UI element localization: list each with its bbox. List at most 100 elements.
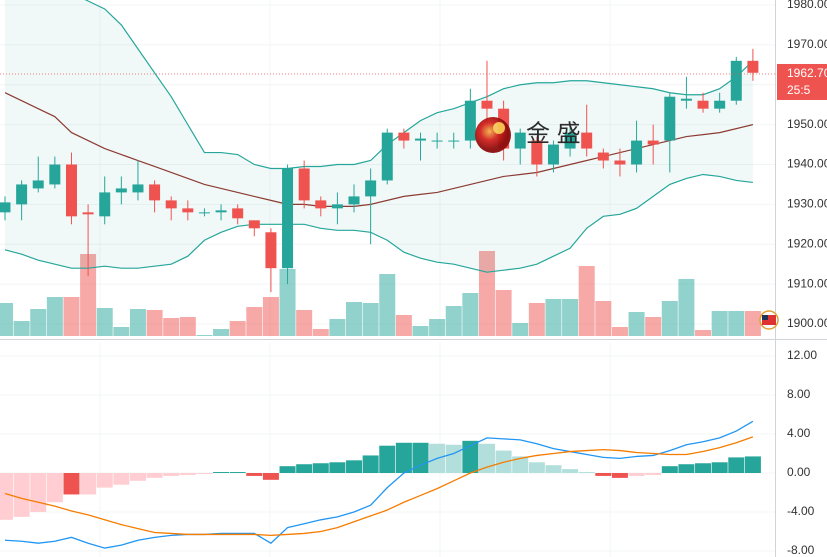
volume-bar — [229, 321, 246, 336]
band-upper — [84, 0, 754, 170]
macd-histogram-bar — [744, 456, 761, 473]
macd-histogram-bar — [146, 473, 163, 478]
candle-body — [647, 140, 659, 145]
volume-bar — [711, 311, 728, 336]
current-price-label: 1962.70 — [787, 66, 827, 80]
volume-bar — [196, 335, 213, 336]
axes: 1980.001970.001960.001950.001940.001930.… — [777, 0, 827, 557]
volume-bar — [163, 318, 180, 336]
candle-body — [165, 200, 177, 209]
macd-histogram-bar — [628, 473, 645, 476]
y-tick-label: 1930.00 — [787, 197, 827, 211]
y-tick-label: 1920.00 — [787, 236, 827, 250]
candle-body — [348, 196, 360, 205]
macd-histogram-bar — [728, 457, 745, 473]
candle-body — [664, 96, 676, 141]
macd-histogram-bar — [279, 466, 296, 473]
candle-body — [464, 100, 476, 141]
macd-histogram-bar — [46, 473, 63, 503]
volume-bar — [395, 315, 412, 336]
candle-body — [0, 202, 11, 213]
volume-bar — [495, 290, 512, 336]
candle-body — [331, 204, 343, 209]
volume-bar — [512, 323, 529, 336]
volume-bar — [279, 269, 296, 336]
macd-histogram-bar — [412, 442, 429, 473]
macd-histogram-bar — [395, 442, 412, 473]
macd-histogram-bar — [528, 462, 545, 473]
candle-body — [747, 60, 759, 73]
macd-histogram-bar — [462, 440, 479, 473]
volume-bar — [0, 303, 13, 336]
candle-body — [132, 184, 144, 193]
candle-body — [232, 208, 244, 219]
volume-bar — [445, 306, 462, 336]
macd-histogram-bar — [329, 462, 346, 473]
volume-bar — [329, 319, 346, 336]
watermark: 金 盛 — [475, 117, 581, 153]
candle-body — [614, 160, 626, 165]
macd-histogram-bar — [163, 473, 180, 476]
candle-body — [365, 180, 377, 197]
macd-histogram-bar — [213, 472, 230, 473]
volume-bar — [611, 327, 628, 336]
macd-histogram-bar — [445, 444, 462, 473]
macd-histogram-bar — [30, 473, 47, 512]
volume-bar — [695, 330, 712, 336]
price-pane — [0, 0, 775, 337]
band-fill — [5, 0, 753, 273]
macd-histogram-bar — [129, 473, 146, 481]
macd-histogram-bar — [113, 473, 130, 485]
band-middle — [4, 92, 754, 207]
volume-bar — [13, 321, 30, 336]
volume-bar — [80, 254, 97, 336]
candle-body — [597, 152, 609, 161]
candle-body — [415, 138, 426, 141]
macd-histogram-bar — [678, 464, 695, 473]
candle-body — [697, 100, 709, 109]
volume-bar — [545, 299, 562, 336]
volume-bar — [262, 297, 279, 336]
macd-histogram-bar — [196, 473, 213, 474]
macd-histogram-bar — [63, 473, 80, 495]
candle-body — [32, 180, 44, 189]
candle-body — [298, 168, 310, 201]
watermark-text: 金 盛 — [526, 120, 581, 147]
volume-bar — [63, 297, 80, 336]
candle-body — [315, 200, 327, 209]
candle-body — [115, 188, 127, 193]
macd-histogram-bar — [0, 473, 13, 520]
macd-histogram-bar — [379, 445, 396, 473]
candle-body — [564, 132, 576, 149]
volume-bar — [661, 301, 678, 336]
y-tick-label: -4.00 — [787, 504, 815, 518]
candle-body — [714, 100, 726, 109]
y-tick-label: 4.00 — [787, 426, 811, 440]
candle-body — [265, 232, 277, 269]
candle-body — [381, 132, 393, 181]
volume-bar — [744, 311, 761, 336]
candle-body — [431, 140, 443, 142]
candle-body — [49, 164, 61, 185]
volume-bar — [96, 308, 113, 336]
volume-bar — [213, 329, 230, 336]
macd-histogram-bar — [711, 462, 728, 473]
candle-body — [182, 208, 194, 213]
volume-bar — [528, 303, 545, 336]
volume-bar — [628, 312, 645, 336]
macd-histogram-bar — [362, 455, 379, 473]
candle-body — [248, 220, 260, 229]
volume-bar — [379, 274, 396, 336]
candle-body — [282, 168, 294, 269]
macd-histogram-bar — [346, 460, 363, 473]
macd-histogram-bar — [545, 465, 562, 473]
macd-histogram-bar — [645, 473, 662, 475]
candle-body — [631, 140, 643, 165]
countdown-label: 25:5 — [787, 83, 811, 97]
candle-body — [65, 164, 77, 217]
macd-histogram-bar — [179, 473, 196, 475]
y-tick-label: 1980.00 — [787, 0, 827, 11]
candle-body — [531, 140, 543, 165]
macd-histogram-bar — [695, 463, 712, 473]
macd-histogram-bar — [96, 473, 113, 488]
